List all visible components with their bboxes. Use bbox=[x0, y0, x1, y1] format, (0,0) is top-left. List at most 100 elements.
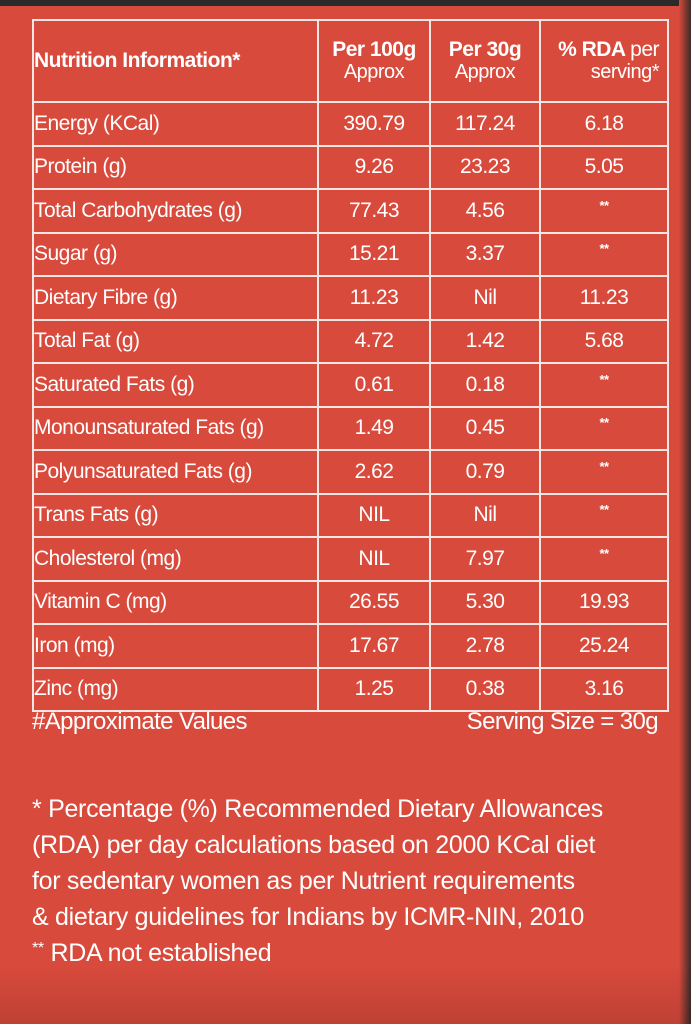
per-30g-cell: 0.45 bbox=[429, 405, 541, 451]
rda-not-established-mark: ** bbox=[599, 502, 609, 518]
nutrient-name-cell: Monounsaturated Fats (g) bbox=[32, 405, 319, 451]
per-30g-cell: 7.97 bbox=[429, 536, 541, 582]
footnote-line-1: * Percentage (%) Recommended Dietary All… bbox=[32, 795, 603, 823]
header-per-100g: Per 100g Approx bbox=[317, 19, 431, 103]
per-100g-cell: NIL bbox=[317, 536, 431, 582]
serving-size-note: Serving Size = 30g bbox=[466, 708, 659, 735]
per-30g-cell: Nil bbox=[429, 492, 541, 538]
nutrient-name-cell: Dietary Fibre (g) bbox=[32, 275, 319, 321]
per-30g-cell: 3.37 bbox=[429, 231, 541, 277]
rda-cell: ** bbox=[539, 405, 669, 451]
per-100g-cell: 1.25 bbox=[317, 666, 431, 712]
nutrient-name-cell: Sugar (g) bbox=[32, 231, 319, 277]
header-per-100g-approx: Approx bbox=[343, 61, 405, 83]
table-row: Monounsaturated Fats (g) 1.49 0.45 ** bbox=[32, 405, 669, 451]
nutrition-table-body: Energy (KCal) 390.79 117.24 6.18 Protein (g)… bbox=[32, 101, 669, 712]
table-row: Total Fat (g) 4.72 1.42 5.68 bbox=[32, 318, 669, 364]
rda-not-established-mark: ** bbox=[599, 458, 609, 474]
per-100g-cell: 77.43 bbox=[317, 188, 431, 234]
rda-not-established-mark: ** bbox=[599, 371, 609, 387]
footnote-double-star: ** bbox=[32, 940, 44, 957]
header-row: Nutrition Information* Per 100g Approx P… bbox=[32, 19, 669, 103]
header-per-30g-approx: Approx bbox=[454, 61, 516, 83]
nutrient-name-cell: Energy (KCal) bbox=[32, 101, 319, 147]
header-nutrition-label: Nutrition Information* bbox=[34, 49, 240, 72]
nutrient-name-cell: Polyunsaturated Fats (g) bbox=[32, 449, 319, 495]
header-per-30g-label: Per 30g bbox=[448, 38, 522, 61]
per-100g-cell: 15.21 bbox=[317, 231, 431, 277]
table-row: Saturated Fats (g) 0.61 0.18 ** bbox=[32, 362, 669, 408]
rda-cell: ** bbox=[539, 362, 669, 408]
table-row: Zinc (mg) 1.25 0.38 3.16 bbox=[32, 666, 669, 712]
rda-footnotes: * Percentage (%) Recommended Dietary All… bbox=[32, 791, 672, 975]
nutrient-name-cell: Zinc (mg) bbox=[32, 666, 319, 712]
header-per-30g: Per 30g Approx bbox=[429, 19, 541, 103]
footnote-line-2: (RDA) per day calculations based on 2000… bbox=[32, 831, 596, 859]
rda-cell: ** bbox=[539, 492, 669, 538]
rda-cell: ** bbox=[539, 449, 669, 495]
table-row: Energy (KCal) 390.79 117.24 6.18 bbox=[32, 101, 669, 147]
top-dark-band bbox=[0, 0, 691, 6]
footnote-line-3: for sedentary women as per Nutrient requ… bbox=[32, 867, 575, 895]
per-30g-cell: 2.78 bbox=[429, 623, 541, 669]
rda-not-established-mark: ** bbox=[599, 415, 609, 431]
rda-cell: 5.05 bbox=[539, 144, 669, 190]
nutrient-name-cell: Iron (mg) bbox=[32, 623, 319, 669]
table-row: Iron (mg) 17.67 2.78 25.24 bbox=[32, 623, 669, 669]
right-shadow-edge bbox=[679, 0, 691, 1024]
per-100g-cell: 17.67 bbox=[317, 623, 431, 669]
per-30g-cell: 1.42 bbox=[429, 318, 541, 364]
table-row: Protein (g) 9.26 23.23 5.05 bbox=[32, 144, 669, 190]
header-rda-line1: % RDA per bbox=[541, 39, 667, 61]
rda-cell: 25.24 bbox=[539, 623, 669, 669]
rda-cell: 5.68 bbox=[539, 318, 669, 364]
bottom-shade bbox=[0, 964, 691, 1024]
nutrient-name-cell: Total Carbohydrates (g) bbox=[32, 188, 319, 234]
per-100g-cell: 1.49 bbox=[317, 405, 431, 451]
nutrient-name-cell: Total Fat (g) bbox=[32, 318, 319, 364]
table-row: Cholesterol (mg) NIL 7.97 ** bbox=[32, 536, 669, 582]
nutrient-name-cell: Trans Fats (g) bbox=[32, 492, 319, 538]
rda-cell: 11.23 bbox=[539, 275, 669, 321]
header-rda-light: per bbox=[630, 38, 659, 61]
nutrient-name-cell: Protein (g) bbox=[32, 144, 319, 190]
rda-cell: 19.93 bbox=[539, 579, 669, 625]
rda-cell: 6.18 bbox=[539, 101, 669, 147]
per-100g-cell: 0.61 bbox=[317, 362, 431, 408]
rda-cell: 3.16 bbox=[539, 666, 669, 712]
per-30g-cell: 0.38 bbox=[429, 666, 541, 712]
per-100g-cell: 9.26 bbox=[317, 144, 431, 190]
per-100g-cell: NIL bbox=[317, 492, 431, 538]
approximate-values-note: #Approximate Values bbox=[32, 708, 248, 735]
rda-not-established-mark: ** bbox=[599, 241, 609, 257]
footnote-line-4: & dietary guidelines for Indians by ICMR… bbox=[32, 903, 584, 931]
per-30g-cell: Nil bbox=[429, 275, 541, 321]
header-nutrition-information: Nutrition Information* bbox=[32, 19, 319, 103]
rda-cell: ** bbox=[539, 536, 669, 582]
per-30g-cell: 23.23 bbox=[429, 144, 541, 190]
table-row: Trans Fats (g) NIL Nil ** bbox=[32, 492, 669, 538]
table-row: Vitamin C (mg) 26.55 5.30 19.93 bbox=[32, 579, 669, 625]
rda-not-established-mark: ** bbox=[599, 197, 609, 213]
footnote-line-5: ** RDA not established bbox=[32, 935, 672, 975]
footnote-rda-not-established: RDA not established bbox=[43, 939, 272, 967]
nutrient-name-cell: Cholesterol (mg) bbox=[32, 536, 319, 582]
per-30g-cell: 0.79 bbox=[429, 449, 541, 495]
nutrient-name-cell: Saturated Fats (g) bbox=[32, 362, 319, 408]
per-100g-cell: 11.23 bbox=[317, 275, 431, 321]
per-100g-cell: 4.72 bbox=[317, 318, 431, 364]
header-rda: % RDA per serving* bbox=[539, 19, 669, 103]
nutrition-table-header: Nutrition Information* Per 100g Approx P… bbox=[32, 19, 669, 103]
table-row: Polyunsaturated Fats (g) 2.62 0.79 ** bbox=[32, 449, 669, 495]
per-100g-cell: 2.62 bbox=[317, 449, 431, 495]
table-row: Sugar (g) 15.21 3.37 ** bbox=[32, 231, 669, 277]
header-rda-serving: serving* bbox=[590, 61, 660, 83]
per-30g-cell: 4.56 bbox=[429, 188, 541, 234]
per-30g-cell: 5.30 bbox=[429, 579, 541, 625]
header-rda-bold: % RDA bbox=[558, 38, 625, 61]
table-row: Total Carbohydrates (g) 77.43 4.56 ** bbox=[32, 188, 669, 234]
nutrient-name-cell: Vitamin C (mg) bbox=[32, 579, 319, 625]
nutrition-table: Nutrition Information* Per 100g Approx P… bbox=[32, 19, 669, 712]
per-30g-cell: 0.18 bbox=[429, 362, 541, 408]
per-30g-cell: 117.24 bbox=[429, 101, 541, 147]
